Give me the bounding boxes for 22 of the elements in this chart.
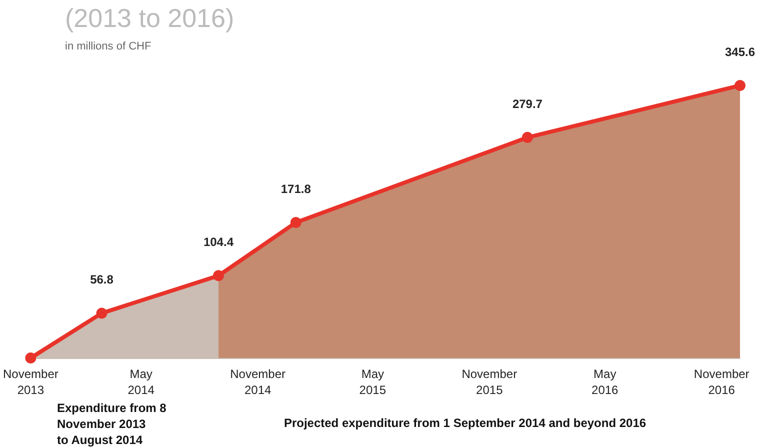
x-tick-label: May 2015 [359,367,386,397]
point [734,80,746,91]
point [25,352,36,364]
point [522,132,533,143]
point [96,308,108,319]
x-tick-label: May 2014 [128,367,155,397]
x-tick-label: November 2016 [694,367,750,397]
x-tick-label: November 2015 [462,367,518,397]
data-label: 104.4 [203,235,234,250]
x-tick-label: November 2014 [230,367,286,397]
data-label: 279.7 [512,96,543,111]
chart-subtitle: in millions of CHF [65,40,152,52]
point [290,217,302,228]
data-label: 56.8 [90,272,114,287]
data-label: 171.8 [280,182,312,196]
x-tick-label: May 2016 [592,367,619,397]
text: Projected expenditure from 1 September 2014 and beyond 2016 [284,416,646,430]
x-tick-label: November 2013 [2,367,58,397]
data-label: 345.6 [724,44,756,59]
chart-title: (2013 to 2016) [65,3,234,33]
point [212,270,224,282]
text: Expenditure from 8 November 2013 to August 2014 [57,401,167,447]
